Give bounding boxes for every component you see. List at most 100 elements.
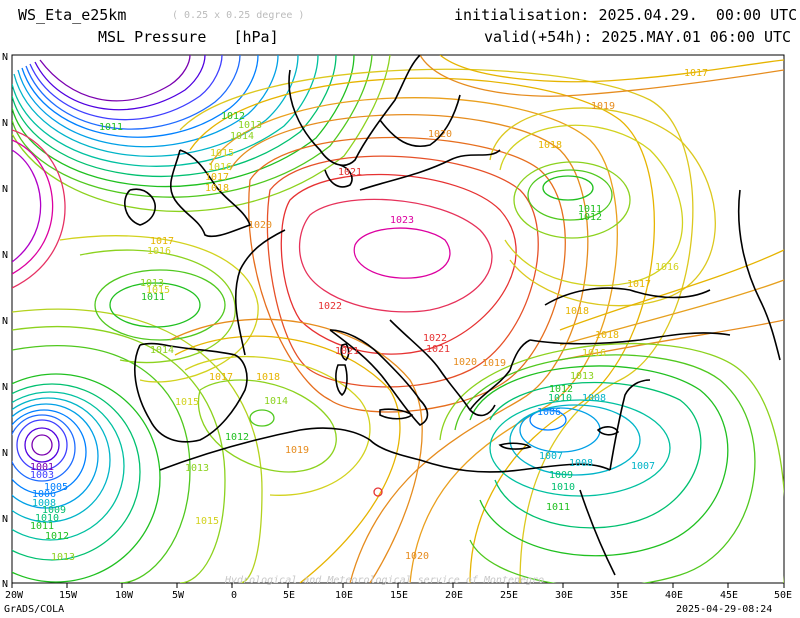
contour-labels: 1023 1022 1022 1021 1021 1021 1020 1020 … bbox=[30, 68, 708, 563]
contour-label: 1017 bbox=[209, 372, 233, 383]
contours-west-high bbox=[12, 129, 66, 289]
contour-label: 1007 bbox=[539, 451, 563, 462]
x-axis-labels: 20W 15W 10W 5W 0 5E 10E 15E 20E 25E 30E … bbox=[5, 590, 792, 601]
contour-label: 1011 bbox=[99, 122, 123, 133]
contours-med-low bbox=[439, 343, 784, 583]
contour-label: 1014 bbox=[230, 131, 254, 142]
contour-label: 1017 bbox=[205, 172, 229, 183]
contour-label: 1006 bbox=[32, 489, 56, 500]
contour-small-loop bbox=[373, 487, 383, 497]
x-tick-label: 10E bbox=[335, 590, 353, 601]
contour-label: 1011 bbox=[546, 502, 570, 513]
contour-label: 1011 bbox=[578, 204, 602, 215]
contour-label: 1019 bbox=[591, 101, 615, 112]
y-tick-label: N bbox=[2, 382, 8, 393]
contour-label: 1014 bbox=[264, 396, 288, 407]
contour-label: 1013 bbox=[185, 463, 209, 474]
init-time: initialisation: 2025.04.29. 00:00 UTC bbox=[454, 6, 798, 24]
contour-label: 1016 bbox=[208, 162, 232, 173]
x-tick-label: 45E bbox=[720, 590, 738, 601]
contour-label: 1009 bbox=[42, 505, 66, 516]
x-tick-label: 30E bbox=[555, 590, 573, 601]
contour-label: 1014 bbox=[150, 345, 174, 356]
contour-label: 1015 bbox=[146, 285, 170, 296]
contour-label: 1012 bbox=[221, 111, 245, 122]
y-tick-label: N bbox=[2, 316, 8, 327]
footer-timestamp: 2025-04-29-08:24 bbox=[676, 604, 773, 615]
y-axis-labels: N N N N N N N N N bbox=[2, 52, 8, 590]
y-tick-label: N bbox=[2, 514, 8, 525]
contour-label: 1013 bbox=[238, 120, 262, 131]
contour-label: 1008 bbox=[32, 498, 56, 509]
contours-northeast bbox=[419, 55, 784, 97]
contour-label: 1017 bbox=[150, 236, 174, 247]
x-tick-label: 15W bbox=[59, 590, 78, 601]
x-tick-label: 20E bbox=[445, 590, 463, 601]
y-tick-label: N bbox=[2, 118, 8, 129]
contour-label: 1012 bbox=[225, 432, 249, 443]
contour-label: 1009 bbox=[549, 470, 573, 481]
coastlines bbox=[124, 55, 781, 576]
contour-label: 1020 bbox=[428, 129, 452, 140]
contours-east-low bbox=[489, 107, 784, 361]
contours-atlantic-low bbox=[59, 235, 259, 383]
contour-label: 1020 bbox=[248, 220, 272, 231]
contour-label: 1018 bbox=[256, 372, 280, 383]
x-tick-label: 35E bbox=[610, 590, 628, 601]
contour-label: 1008 bbox=[569, 458, 593, 469]
x-tick-label: 50E bbox=[774, 590, 792, 601]
y-tick-label: N bbox=[2, 250, 8, 261]
contour-label: 1017 bbox=[684, 68, 708, 79]
contour-label: 1008 bbox=[582, 393, 606, 404]
contour-label: 1022 bbox=[423, 333, 447, 344]
contour-label: 1015 bbox=[195, 516, 219, 527]
field-title: MSL Pressure [hPa] bbox=[98, 28, 279, 46]
contour-label: 1020 bbox=[405, 551, 429, 562]
resolution-note: ( 0.25 x 0.25 degree ) bbox=[172, 10, 305, 21]
contour-label: 1018 bbox=[538, 140, 562, 151]
y-tick-label: N bbox=[2, 184, 8, 195]
axis-ticks bbox=[11, 583, 785, 588]
contour-label: 1011 bbox=[141, 292, 165, 303]
contour-label: 1015 bbox=[175, 397, 199, 408]
contour-label: 1019 bbox=[285, 445, 309, 456]
contours-northwest-low bbox=[12, 55, 391, 213]
y-tick-label: N bbox=[2, 52, 8, 63]
map-frame bbox=[11, 54, 785, 584]
contour-label: 1016 bbox=[655, 262, 679, 273]
contour-label: 1012 bbox=[578, 212, 602, 223]
contour-label: 1010 bbox=[548, 393, 572, 404]
y-tick-label: N bbox=[2, 448, 8, 459]
contour-label: 1001 bbox=[30, 462, 54, 473]
contour-label: 1005 bbox=[44, 482, 68, 493]
contour-label: 1003 bbox=[30, 470, 54, 481]
contour-label: 1013 bbox=[140, 278, 164, 289]
contour-label: 1006 bbox=[537, 407, 561, 418]
x-tick-label: 40E bbox=[665, 590, 683, 601]
contour-label: 1007 bbox=[631, 461, 655, 472]
contours-southwest-low bbox=[12, 308, 263, 583]
contour-label: 1012 bbox=[45, 531, 69, 542]
x-tick-label: 0 bbox=[231, 590, 237, 601]
contour-label: 1010 bbox=[551, 482, 575, 493]
x-tick-label: 15E bbox=[390, 590, 408, 601]
contour-label: 1021 bbox=[338, 167, 362, 178]
contour-label: 1011 bbox=[30, 521, 54, 532]
contour-label: 1021 bbox=[335, 346, 359, 357]
contour-label: 1020 bbox=[453, 357, 477, 368]
contour-label: 1013 bbox=[51, 552, 75, 563]
contour-label: 1019 bbox=[482, 358, 506, 369]
contour-label: 1016 bbox=[147, 246, 171, 257]
contour-label: 1017 bbox=[627, 279, 651, 290]
footer-credit: GrADS/COLA bbox=[4, 604, 65, 615]
contour-label: 1013 bbox=[570, 371, 594, 382]
contour-label: 1021 bbox=[426, 344, 450, 355]
model-title: WS_Eta_e25km bbox=[18, 6, 127, 24]
contour-label: 1010 bbox=[35, 513, 59, 524]
x-tick-label: 10W bbox=[115, 590, 134, 601]
x-tick-label: 5W bbox=[172, 590, 185, 601]
valid-time: valid(+54h): 2025.MAY.01 06:00 UTC bbox=[484, 28, 792, 46]
contour-label: 1023 bbox=[390, 215, 414, 226]
x-tick-label: 5E bbox=[283, 590, 295, 601]
